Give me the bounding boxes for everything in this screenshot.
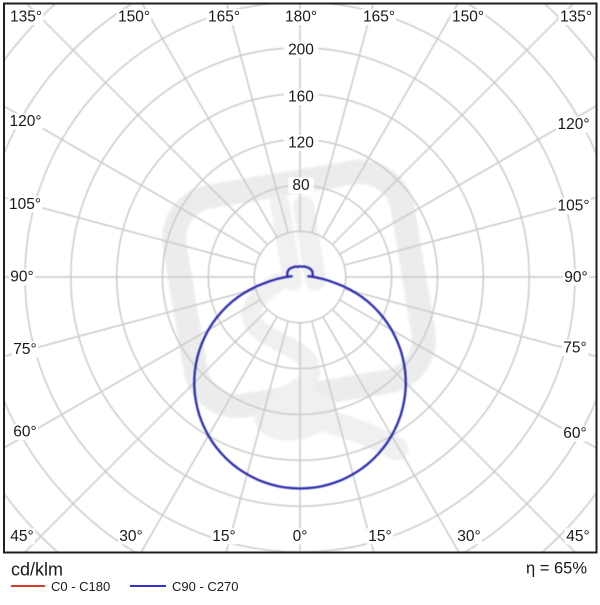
svg-text:105°: 105° xyxy=(9,196,41,213)
svg-text:15°: 15° xyxy=(212,528,235,545)
svg-text:150°: 150° xyxy=(118,9,150,26)
svg-text:cd/klm: cd/klm xyxy=(11,560,63,580)
svg-text:165°: 165° xyxy=(363,9,395,26)
svg-text:90°: 90° xyxy=(10,269,33,286)
svg-text:C90 - C270: C90 - C270 xyxy=(172,579,238,594)
svg-text:60°: 60° xyxy=(13,424,36,441)
svg-text:160: 160 xyxy=(288,89,314,106)
svg-text:30°: 30° xyxy=(457,528,480,545)
svg-text:75°: 75° xyxy=(563,340,586,357)
svg-text:105°: 105° xyxy=(557,198,589,215)
svg-text:75°: 75° xyxy=(13,341,36,358)
svg-text:120°: 120° xyxy=(557,116,589,133)
svg-text:C0 - C180: C0 - C180 xyxy=(51,579,110,594)
svg-text:135°: 135° xyxy=(10,9,42,26)
svg-text:150°: 150° xyxy=(452,9,484,26)
svg-text:180°: 180° xyxy=(285,9,317,26)
svg-text:15°: 15° xyxy=(368,528,391,545)
svg-text:45°: 45° xyxy=(10,528,33,545)
svg-text:60°: 60° xyxy=(563,425,586,442)
svg-text:165°: 165° xyxy=(208,9,240,26)
svg-text:90°: 90° xyxy=(564,269,587,286)
svg-text:120: 120 xyxy=(288,135,314,152)
svg-text:200: 200 xyxy=(288,42,314,59)
svg-text:η = 65%: η = 65% xyxy=(526,560,587,578)
svg-text:30°: 30° xyxy=(119,528,142,545)
svg-text:45°: 45° xyxy=(566,528,589,545)
svg-text:0°: 0° xyxy=(293,528,308,545)
svg-text:80: 80 xyxy=(292,177,310,194)
svg-text:135°: 135° xyxy=(560,9,592,26)
svg-text:120°: 120° xyxy=(9,113,41,130)
